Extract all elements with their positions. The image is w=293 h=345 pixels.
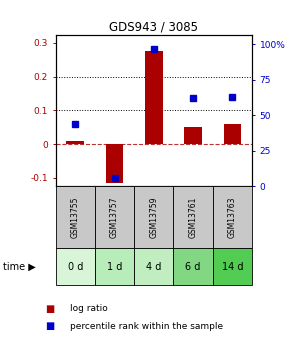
Bar xyxy=(145,51,163,144)
Text: 4 d: 4 d xyxy=(146,262,161,272)
Text: GSM13759: GSM13759 xyxy=(149,197,158,238)
Bar xyxy=(213,248,252,285)
Text: time ▶: time ▶ xyxy=(3,262,36,272)
Text: GSM13763: GSM13763 xyxy=(228,197,237,238)
Text: GSM13755: GSM13755 xyxy=(71,197,80,238)
Bar xyxy=(173,248,213,285)
Text: GSM13761: GSM13761 xyxy=(189,197,197,238)
Title: GDS943 / 3085: GDS943 / 3085 xyxy=(109,20,198,33)
Text: 1 d: 1 d xyxy=(107,262,122,272)
Text: 6 d: 6 d xyxy=(185,262,201,272)
Bar xyxy=(184,127,202,144)
Text: ■: ■ xyxy=(45,304,54,314)
Text: 0 d: 0 d xyxy=(68,262,83,272)
Bar xyxy=(56,248,95,285)
Text: log ratio: log ratio xyxy=(70,304,108,313)
Bar xyxy=(95,186,134,248)
Bar xyxy=(106,144,123,183)
Bar xyxy=(95,248,134,285)
Bar xyxy=(224,124,241,144)
Text: 14 d: 14 d xyxy=(222,262,243,272)
Text: ■: ■ xyxy=(45,321,54,331)
Bar xyxy=(67,141,84,144)
Text: GSM13757: GSM13757 xyxy=(110,197,119,238)
Bar xyxy=(134,186,173,248)
Bar xyxy=(173,186,213,248)
Bar xyxy=(56,186,95,248)
Bar xyxy=(134,248,173,285)
Text: percentile rank within the sample: percentile rank within the sample xyxy=(70,322,224,331)
Bar xyxy=(213,186,252,248)
